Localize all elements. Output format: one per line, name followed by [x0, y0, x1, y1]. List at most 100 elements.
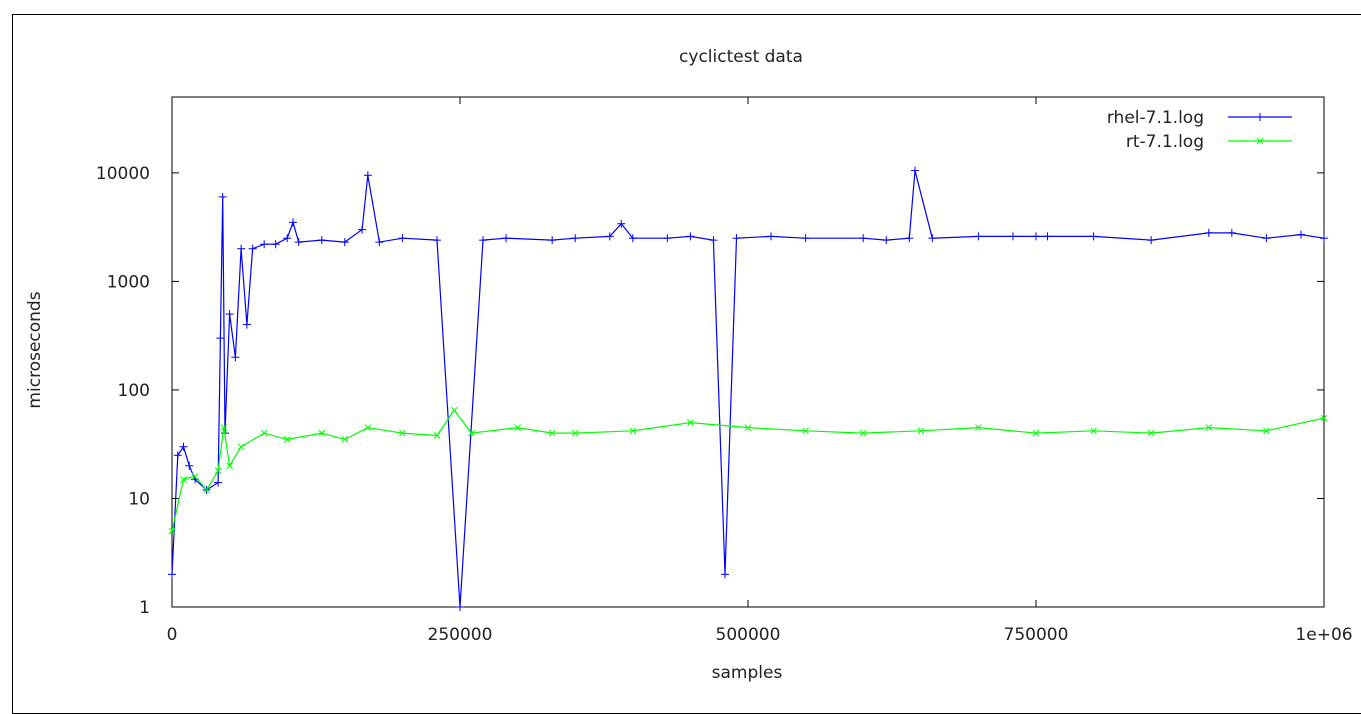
series-1-point	[859, 234, 868, 243]
series-2-point	[191, 472, 199, 480]
series-1-point	[767, 232, 776, 241]
series-2-point	[468, 429, 475, 437]
series-1-point	[231, 353, 240, 362]
series-2-point	[859, 429, 867, 437]
series-1-point	[340, 238, 349, 247]
series-1-point	[1296, 230, 1305, 239]
series-2-point	[260, 429, 268, 437]
series-1-point	[432, 236, 441, 245]
series-1-point	[271, 240, 280, 249]
series-1-point	[398, 234, 407, 243]
legend-label-2: rt-7.1.log	[1126, 132, 1204, 152]
series-2-point	[226, 462, 233, 470]
x-tick-label: 1e+06	[1295, 625, 1352, 645]
series-2-point	[571, 429, 579, 437]
x-tick-label: 500000	[716, 625, 781, 645]
x-axis-label: samples	[712, 663, 783, 683]
series-1-point	[605, 232, 614, 241]
y-tick-label: 1000	[107, 272, 150, 292]
legend: rhel-7.1.log rt-7.1.log	[1107, 108, 1292, 152]
series-1-point	[185, 461, 194, 470]
series-traces	[168, 166, 1328, 611]
series-1-point	[905, 234, 914, 243]
series-2-point	[1032, 429, 1040, 437]
x-tick-label: 0	[167, 625, 178, 645]
series-1-point	[1089, 232, 1098, 241]
series-1-point	[179, 442, 188, 451]
series-2-point	[433, 432, 441, 439]
series-1-point	[216, 334, 225, 343]
series-2-point	[514, 424, 521, 431]
series-2-point	[237, 443, 245, 451]
series-2-point	[220, 424, 228, 431]
series-1-point	[363, 171, 372, 180]
series-2-point	[399, 429, 406, 437]
series-2-point	[341, 436, 349, 443]
series-1-point	[617, 219, 626, 228]
series-2-point	[1205, 424, 1213, 431]
series-1-point	[686, 232, 695, 241]
y-axis-label: microseconds	[25, 291, 45, 408]
series-line-1	[171, 170, 1325, 608]
series-1-point	[1262, 234, 1271, 243]
y-tick-label: 10000	[96, 164, 150, 184]
series-2-point	[168, 527, 176, 535]
series-1-point	[1227, 228, 1236, 237]
series-1-point	[801, 234, 810, 243]
series-2-point	[450, 406, 458, 414]
series-1-point	[1008, 232, 1017, 241]
series-1-point	[218, 192, 227, 201]
series-2-point	[1090, 427, 1097, 435]
y-tick-label: 100	[118, 381, 150, 401]
series-1-point	[375, 238, 384, 247]
x-tick-label: 250000	[428, 625, 493, 645]
series-1-point	[911, 166, 920, 175]
series-1-point	[317, 236, 326, 245]
series-1-point	[168, 570, 176, 579]
series-1-point	[294, 238, 303, 247]
y-tick-label: 10	[128, 489, 150, 509]
series-1-point	[237, 244, 246, 253]
series-1-point	[974, 232, 983, 241]
series-1-point	[628, 234, 637, 243]
series-2-point	[744, 424, 752, 431]
series-line-2	[171, 409, 1325, 532]
legend-marker-2b	[1256, 137, 1264, 145]
series-1-point	[456, 603, 464, 611]
series-2-point	[364, 424, 372, 431]
series-1-point	[225, 310, 234, 319]
x-tick-label: 750000	[1004, 625, 1069, 645]
series-2-point	[975, 424, 982, 431]
series-1-point	[1043, 232, 1052, 241]
chart-title: cyclictest data	[679, 47, 803, 67]
series-1-point	[720, 570, 729, 579]
series-1-point	[1204, 228, 1213, 237]
series-1-point	[502, 234, 511, 243]
series-2-point	[687, 419, 694, 426]
series-1-point	[882, 236, 891, 245]
series-2-point	[1263, 427, 1270, 435]
plot-area	[171, 96, 1325, 608]
series-1-point	[479, 236, 488, 245]
series-2-point	[917, 427, 925, 435]
chart: cyclictest data samples microseconds 0 25…	[25, 47, 1353, 683]
series-1-point	[928, 234, 937, 243]
series-1-point	[663, 234, 672, 243]
series-2-point	[318, 429, 326, 437]
series-2-point	[214, 467, 222, 475]
series-1-point	[1320, 234, 1328, 243]
series-1-point	[571, 234, 580, 243]
series-1-point	[288, 218, 297, 227]
series-2-point	[203, 486, 210, 494]
series-1-point	[173, 451, 182, 460]
series-2-point	[548, 429, 556, 437]
legend-label-1: rhel-7.1.log	[1107, 108, 1204, 128]
axis-ticks: 0 250000 500000 750000 1e+06 1 10 100 1000 10000	[96, 97, 1353, 645]
series-1-point	[732, 234, 741, 243]
series-1-point	[1147, 236, 1156, 245]
series-1-point	[214, 478, 223, 487]
series-2-point	[629, 427, 637, 435]
series-1-point	[358, 225, 367, 234]
series-2-point	[1320, 414, 1328, 422]
series-1-point	[1032, 232, 1040, 241]
